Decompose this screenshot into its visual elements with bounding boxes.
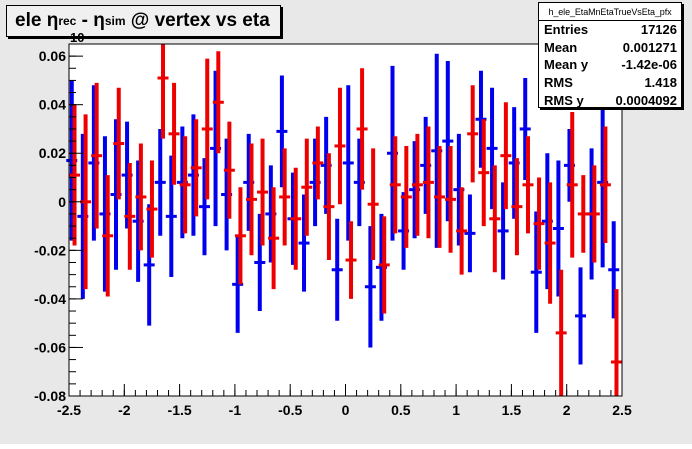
title-minus: - <box>76 10 94 31</box>
x-tick-label: 2.5 <box>612 402 632 418</box>
y-tick-label: -0.04 <box>34 291 66 307</box>
stats-value: -1.42e-06 <box>621 57 677 73</box>
title-prefix: ele <box>15 10 42 31</box>
stats-value: 0.0004092 <box>615 92 677 108</box>
title-eta-rec: η <box>46 10 59 31</box>
x-tick-label: 1 <box>452 402 460 418</box>
y-tick-label: 0 <box>58 194 66 210</box>
x-tick-label: 0.5 <box>391 402 411 418</box>
y-axis-exponent: 10 <box>70 30 85 45</box>
stats-label: Mean y <box>544 57 589 73</box>
x-tick-label: 2 <box>563 402 571 418</box>
stats-box: h_ele_EtaMnEtaTrueVsEta_pfx Entries 1712… <box>538 2 682 108</box>
x-tick-label: -1.5 <box>168 402 192 418</box>
x-tick-label: -2.5 <box>57 402 81 418</box>
x-tick-label: -1 <box>229 402 242 418</box>
stats-value: 0.001271 <box>622 39 677 55</box>
y-tick-label: -0.02 <box>34 242 66 258</box>
y-tick-label: 0.02 <box>39 145 66 161</box>
stats-row-rms-y: RMS y 0.0004092 <box>539 91 681 109</box>
stats-label: RMS y <box>544 92 584 108</box>
stats-label: RMS <box>544 75 573 91</box>
title-sub-sim: sim <box>104 14 126 28</box>
stats-value: 1.418 <box>644 75 677 91</box>
title-suffix: @ vertex vs eta <box>125 10 270 31</box>
y-tick-label: 0.04 <box>39 97 66 113</box>
title-eta-sim: η <box>93 10 105 31</box>
y-tick-label: 0.06 <box>39 48 66 64</box>
y-tick-label: -0.06 <box>34 339 66 355</box>
x-tick-label: 1.5 <box>502 402 522 418</box>
stats-label: Mean <box>544 39 578 55</box>
stats-row-rms: RMS 1.418 <box>539 74 681 92</box>
x-tick-label: -0.5 <box>278 402 302 418</box>
stats-row-mean: Mean 0.001271 <box>539 39 681 57</box>
x-tick-label: -2 <box>118 402 131 418</box>
stats-row-mean-y: Mean y -1.42e-06 <box>539 56 681 74</box>
title-sub-rec: rec <box>58 14 77 28</box>
x-tick-label: 0 <box>342 402 350 418</box>
stats-label: Entries <box>544 22 589 38</box>
stats-histogram-name: h_ele_EtaMnEtaTrueVsEta_pfx <box>539 3 681 21</box>
chart-title: ele η rec - η sim @ vertex vs eta <box>6 5 281 37</box>
stats-value: 17126 <box>640 22 677 38</box>
y-tick-label: -0.08 <box>34 388 66 404</box>
stats-row-entries: Entries 17126 <box>539 21 681 39</box>
